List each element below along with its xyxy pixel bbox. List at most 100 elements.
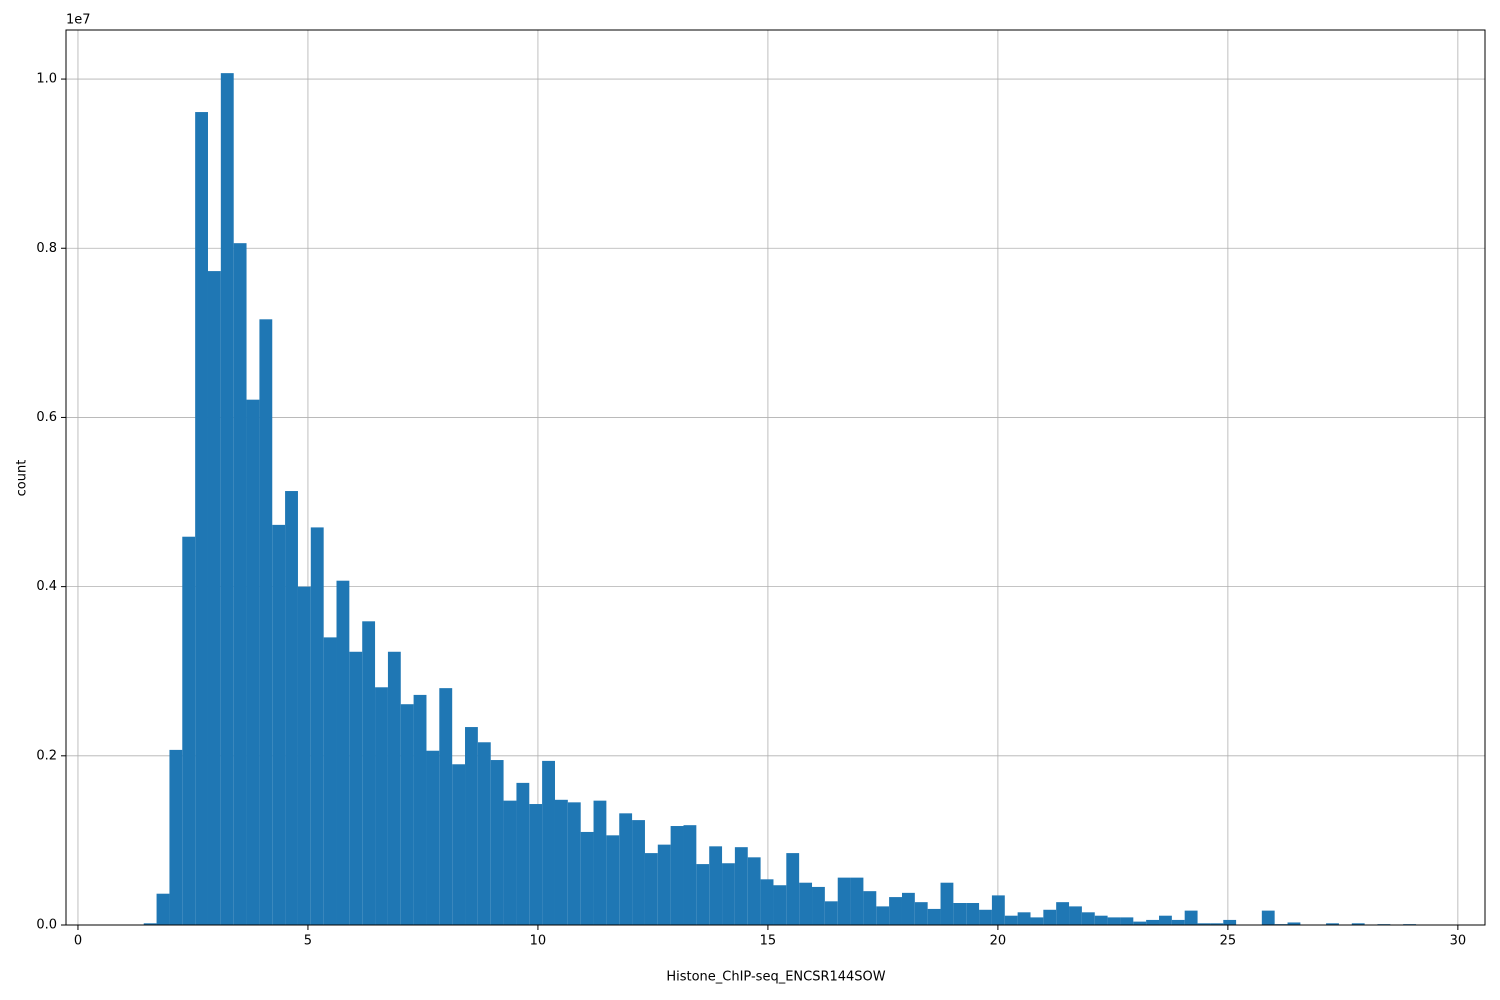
bar — [285, 491, 298, 925]
bar — [1261, 910, 1275, 925]
y-tick-label: 0.8 — [36, 241, 57, 256]
bar — [169, 749, 183, 925]
bar — [246, 399, 260, 925]
bar — [1004, 915, 1018, 925]
bar — [722, 863, 735, 925]
bar — [991, 895, 1005, 925]
bar — [387, 651, 401, 925]
x-tick-label: 20 — [990, 934, 1007, 949]
bar — [1223, 919, 1237, 925]
bar — [336, 580, 350, 925]
bar — [233, 243, 247, 926]
bar — [709, 846, 723, 925]
bar — [375, 687, 388, 925]
bar — [580, 831, 594, 925]
bar — [503, 800, 517, 925]
bar — [593, 800, 607, 925]
bar — [657, 844, 671, 925]
bar — [567, 802, 581, 925]
bar — [413, 694, 427, 925]
bar — [400, 704, 414, 925]
bar — [696, 864, 710, 925]
bar — [310, 527, 324, 925]
bar — [773, 885, 787, 925]
bar — [259, 319, 273, 925]
bar — [1326, 923, 1339, 925]
y-tick-label: 0.0 — [36, 918, 57, 933]
bar — [490, 760, 504, 925]
bar — [1287, 922, 1301, 925]
bar — [465, 727, 478, 925]
bar — [1210, 923, 1224, 925]
bar — [143, 923, 157, 925]
bar — [516, 782, 530, 925]
bar — [362, 621, 376, 925]
bar — [979, 909, 992, 925]
bar — [182, 536, 196, 925]
bar — [1081, 912, 1095, 925]
bar — [966, 903, 980, 925]
bar — [619, 813, 633, 925]
bar — [940, 882, 954, 925]
bar — [863, 891, 877, 925]
bar — [1197, 923, 1211, 925]
bar — [644, 853, 658, 925]
bar — [1146, 919, 1160, 925]
x-tick-label: 0 — [74, 934, 82, 949]
bar — [1017, 912, 1031, 925]
bar — [1107, 917, 1121, 925]
bar — [1030, 917, 1044, 925]
bar — [1171, 919, 1185, 925]
bar — [554, 799, 568, 925]
bar — [760, 879, 774, 925]
bar — [1133, 921, 1147, 925]
bar — [1069, 906, 1082, 925]
bar — [1094, 915, 1108, 925]
bar — [837, 877, 851, 925]
bar — [786, 853, 800, 925]
bar — [683, 825, 697, 925]
bar — [207, 271, 221, 925]
y-tick-label: 0.2 — [36, 748, 57, 763]
x-tick-label: 15 — [760, 934, 777, 949]
bar — [156, 893, 170, 925]
bar — [747, 857, 761, 925]
plot-frame — [65, 29, 1486, 926]
bar — [670, 826, 684, 925]
bar — [220, 73, 234, 926]
bar — [195, 112, 208, 925]
bar — [889, 897, 902, 925]
y-axis-label: count — [15, 460, 30, 497]
bar — [850, 877, 864, 925]
bar — [632, 820, 645, 925]
y-tick-label: 1.0 — [36, 72, 57, 87]
x-tick-label: 10 — [530, 934, 547, 949]
bar — [914, 902, 928, 925]
bar — [927, 908, 941, 925]
bar — [799, 882, 813, 925]
bar — [901, 892, 915, 925]
bar — [272, 524, 286, 925]
bar — [323, 637, 337, 925]
bar — [477, 742, 491, 925]
x-axis-label: Histone_ChIP-seq_ENCSR144SOW — [666, 970, 885, 985]
bar — [1056, 902, 1070, 925]
bar — [439, 688, 453, 925]
bar — [1159, 915, 1172, 925]
bar — [1043, 909, 1057, 925]
bar — [1120, 917, 1134, 925]
x-tick-label: 30 — [1450, 934, 1467, 949]
bar — [542, 760, 555, 925]
y-offset-label: 1e7 — [66, 13, 91, 28]
bar — [529, 804, 543, 925]
bar — [953, 903, 967, 925]
bar — [452, 764, 466, 925]
y-tick-label: 0.6 — [36, 410, 57, 425]
x-tick-label: 5 — [304, 934, 312, 949]
bar — [349, 651, 363, 925]
bar — [734, 847, 748, 925]
bar — [1184, 910, 1198, 925]
bar — [1351, 923, 1365, 925]
y-tick-label: 0.4 — [36, 579, 57, 594]
